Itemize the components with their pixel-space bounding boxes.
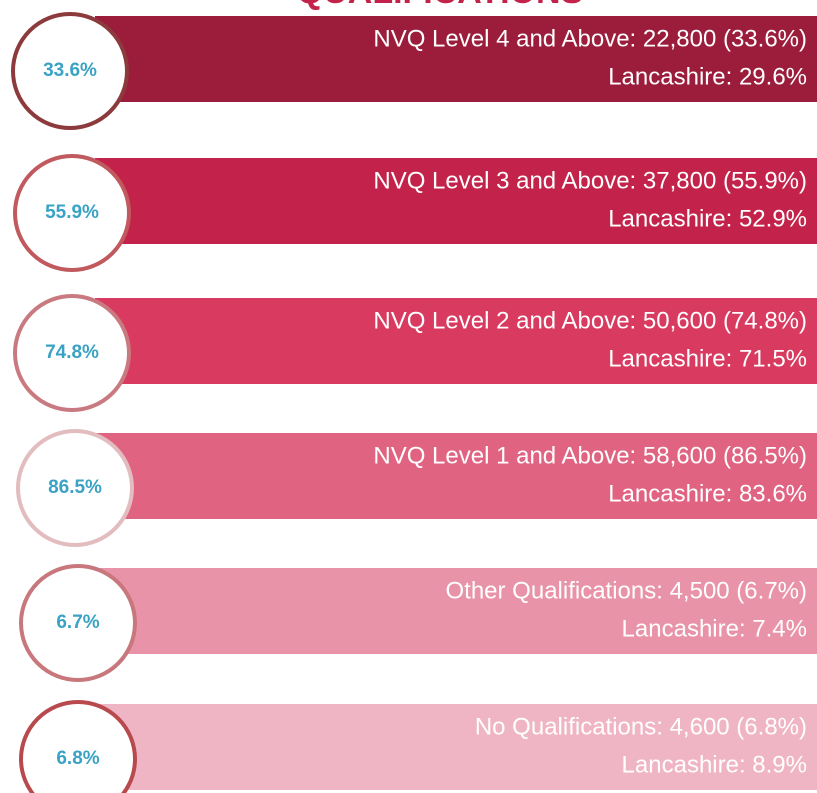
bar-line2: Lancashire: 8.9%	[622, 751, 807, 778]
bar	[95, 158, 817, 244]
circle-label: 33.6%	[43, 60, 97, 81]
bar	[95, 568, 817, 654]
ring	[19, 564, 137, 682]
bar-line2: Lancashire: 83.6%	[608, 480, 807, 507]
title: QUALIFICATIONS	[297, 0, 583, 11]
bar	[95, 433, 817, 519]
bar-line1: No Qualifications: 4,600 (6.8%)	[475, 713, 807, 740]
bar-line1: Other Qualifications: 4,500 (6.7%)	[445, 577, 807, 604]
circle-label: 6.7%	[56, 612, 99, 633]
ring	[16, 429, 134, 547]
ring	[11, 12, 129, 130]
circle-label: 86.5%	[48, 477, 102, 498]
ring	[13, 154, 131, 272]
bar-line2: Lancashire: 29.6%	[608, 63, 807, 90]
bar-line1: NVQ Level 3 and Above: 37,800 (55.9%)	[373, 167, 807, 194]
circle-label: 55.9%	[45, 202, 99, 223]
circle-label: 74.8%	[45, 342, 99, 363]
bar-line1: NVQ Level 1 and Above: 58,600 (86.5%)	[373, 442, 807, 469]
bar-line2: Lancashire: 7.4%	[622, 615, 807, 642]
bar-line2: Lancashire: 71.5%	[608, 345, 807, 372]
bar-line1: NVQ Level 4 and Above: 22,800 (33.6%)	[373, 25, 807, 52]
ring	[13, 294, 131, 412]
bar-line1: NVQ Level 2 and Above: 50,600 (74.8%)	[373, 307, 807, 334]
ring	[19, 700, 137, 793]
bar	[95, 16, 817, 102]
bar	[95, 298, 817, 384]
circle-label: 6.8%	[56, 748, 99, 769]
bar-line2: Lancashire: 52.9%	[608, 205, 807, 232]
bar	[95, 704, 817, 790]
